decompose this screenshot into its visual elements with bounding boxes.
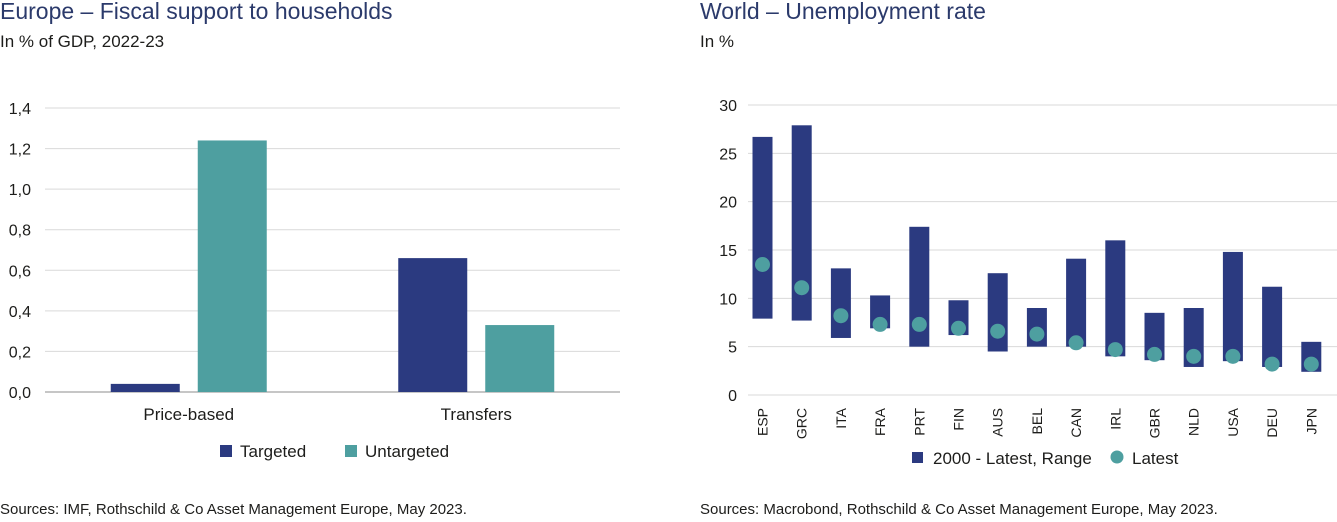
fiscal-support-panel: Europe – Fiscal support to households In… xyxy=(0,0,640,522)
y-tick-label: 10 xyxy=(719,291,737,308)
y-tick-label: 15 xyxy=(719,243,737,260)
range-bar xyxy=(987,273,1008,352)
x-tick-label: USA xyxy=(1225,407,1241,436)
x-tick-label: BEL xyxy=(1029,408,1045,435)
range-bar xyxy=(791,125,812,321)
latest-dot xyxy=(911,316,927,332)
range-bar xyxy=(1222,251,1243,362)
x-tick-label: DEU xyxy=(1264,408,1280,438)
x-tick-label: ESP xyxy=(755,408,771,436)
bar xyxy=(110,383,180,392)
range-bar xyxy=(830,268,851,338)
range-bar xyxy=(1144,312,1165,361)
y-tick-label: 1,4 xyxy=(9,101,31,118)
unemployment-range-chart: 0 5 10 15 20 25 30 ESP GRC ITA FRA PRT FIN AUS BEL CAN I… xyxy=(719,98,1337,468)
legend-label: 2000 - Latest, Range xyxy=(933,449,1092,468)
latest-dot xyxy=(1068,335,1084,351)
bar xyxy=(485,325,555,392)
latest-dot xyxy=(755,257,770,272)
range-bar xyxy=(909,226,930,347)
x-tick-label: Price-based xyxy=(143,405,234,424)
latest-dot xyxy=(1147,346,1162,362)
fiscal-support-bar-chart: 0,0 0,2 0,4 0,6 0,8 1,0 1,2 1,4 Price-based Trans… xyxy=(9,101,620,461)
range-bar xyxy=(1066,258,1087,347)
y-tick-label: 25 xyxy=(719,146,737,163)
y-tick-label: 0,2 xyxy=(9,344,31,361)
latest-dot xyxy=(1264,356,1280,372)
latest-dot xyxy=(794,280,810,296)
legend-swatch xyxy=(220,445,232,457)
x-tick-label: NLD xyxy=(1186,408,1202,436)
x-tick-label: FRA xyxy=(872,407,888,436)
latest-dot xyxy=(1107,342,1123,358)
latest-dot xyxy=(833,308,849,324)
chart-subtitle: In % of GDP, 2022-23 xyxy=(0,32,165,51)
legend-label: Latest xyxy=(1132,449,1179,468)
latest-dot xyxy=(1225,348,1241,364)
y-tick-label: 0,4 xyxy=(9,304,31,321)
x-tick-label: IRL xyxy=(1107,408,1123,430)
chart-title: World – Unemployment rate xyxy=(700,0,986,24)
latest-dot xyxy=(1029,326,1045,342)
legend-dot xyxy=(1110,450,1124,464)
latest-dot xyxy=(1303,356,1319,372)
y-tick-label: 1,2 xyxy=(9,142,31,159)
x-tick-label: Transfers xyxy=(441,405,512,424)
y-tick-label: 20 xyxy=(719,195,737,212)
legend-label: Untargeted xyxy=(365,442,449,461)
latest-dot xyxy=(872,316,888,332)
y-tick-label: 0,0 xyxy=(9,385,31,402)
x-tick-label: GRC xyxy=(794,408,810,439)
chart-subtitle: In % xyxy=(700,32,735,51)
y-tick-label: 0,8 xyxy=(9,223,31,240)
range-bar xyxy=(752,136,773,319)
x-tick-label: CAN xyxy=(1068,408,1084,438)
x-tick-label: PRT xyxy=(911,408,927,436)
chart-title: Europe – Fiscal support to households xyxy=(0,0,393,24)
x-tick-label: GBR xyxy=(1147,408,1163,438)
latest-dot xyxy=(1186,348,1202,364)
source-note: Sources: IMF, Rothschild & Co Asset Mana… xyxy=(0,501,467,518)
y-tick-label: 0,6 xyxy=(9,263,31,280)
bar xyxy=(398,258,468,392)
latest-dot xyxy=(951,320,966,336)
y-tick-label: 5 xyxy=(728,340,737,357)
legend-label: Targeted xyxy=(240,442,306,461)
legend-swatch xyxy=(912,452,923,463)
x-tick-label: JPN xyxy=(1303,408,1319,434)
latest-dot xyxy=(990,323,1006,339)
y-tick-label: 30 xyxy=(719,98,737,115)
bar xyxy=(197,140,267,392)
x-tick-label: FIN xyxy=(951,408,967,431)
legend-swatch xyxy=(345,445,357,457)
range-bar xyxy=(1105,240,1126,357)
y-tick-label: 1,0 xyxy=(9,182,31,199)
range-bar xyxy=(1262,286,1283,367)
y-tick-label: 0 xyxy=(728,388,737,405)
unemployment-panel: World – Unemployment rate In % 0 5 10 15 20 2… xyxy=(700,0,1337,522)
source-note: Sources: Macrobond, Rothschild & Co Asse… xyxy=(700,501,1218,518)
x-tick-label: ITA xyxy=(833,407,849,428)
x-tick-label: AUS xyxy=(990,408,1006,437)
